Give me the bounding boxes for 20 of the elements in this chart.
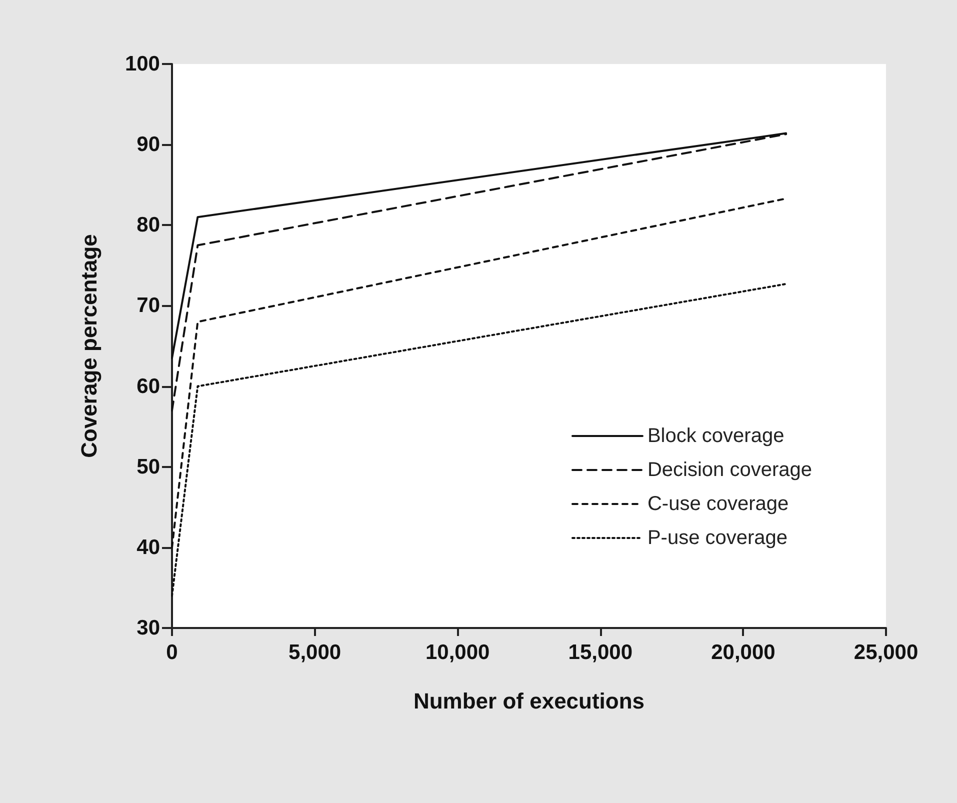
legend-label: Decision coverage <box>647 459 812 481</box>
y-tick-label: 60 <box>136 374 160 398</box>
x-tick-label: 0 <box>166 641 178 664</box>
x-tick-label: 15,000 <box>568 641 633 664</box>
legend-label: Block coverage <box>647 425 784 447</box>
y-tick-label: 50 <box>136 455 160 478</box>
y-tick-label: 80 <box>136 214 160 237</box>
x-tick-label: 5,000 <box>288 641 342 664</box>
x-tick-label: 20,000 <box>711 641 776 664</box>
x-tick-label: 10,000 <box>425 641 490 664</box>
legend-label: C-use coverage <box>647 493 789 515</box>
y-tick-label: 90 <box>136 133 160 156</box>
y-tick-label: 100 <box>124 52 160 76</box>
y-tick-label: 40 <box>136 536 160 559</box>
legend-label: P-use coverage <box>647 527 788 549</box>
x-tick-label: 25,000 <box>854 641 918 664</box>
y-tick-label: 70 <box>136 294 160 318</box>
y-tick-label: 30 <box>136 616 160 640</box>
y-axis-title: Coverage percentage <box>76 234 102 458</box>
x-axis-title: Number of executions <box>413 688 645 714</box>
